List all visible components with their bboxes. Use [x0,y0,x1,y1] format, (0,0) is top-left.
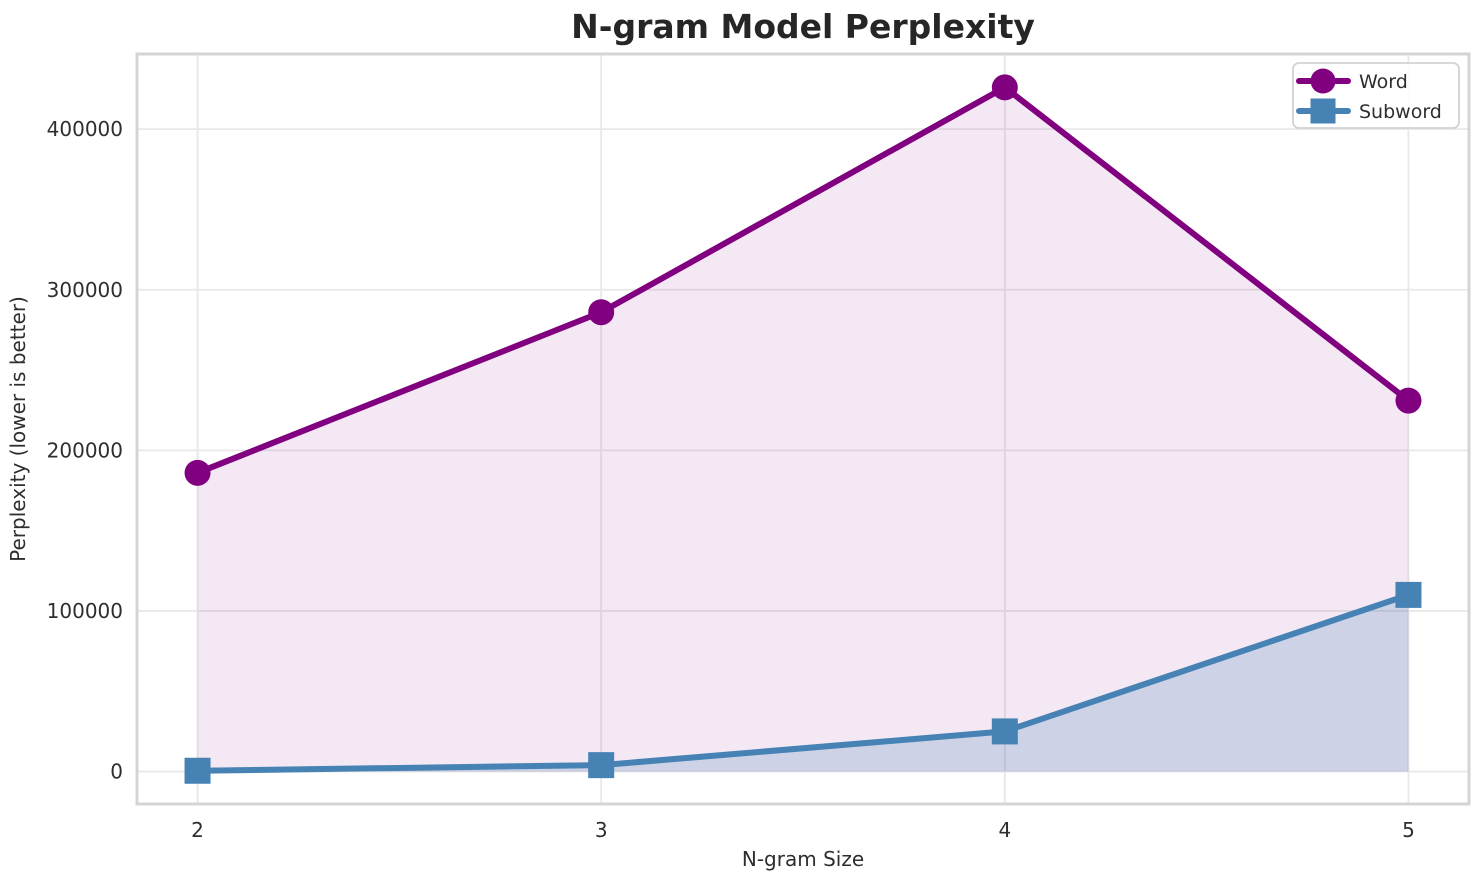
plot-spine [135,52,1471,806]
y-tick-label: 400000 [47,117,123,141]
x-tick-label: 4 [998,818,1011,842]
y-axis-label: Perplexity (lower is better) [6,296,30,562]
x-tick-label: 5 [1402,818,1415,842]
subword-marker [1395,581,1422,608]
x-tick-label: 2 [191,818,204,842]
y-tick-label: 100000 [47,599,123,623]
y-tick-labels: 0 100000 200000 300000 400000 [47,117,123,783]
word-marker [1395,387,1422,414]
subword-marker [184,757,211,784]
word-marker [991,74,1018,101]
gridlines [137,54,1469,804]
y-tick-label: 300000 [47,278,123,302]
y-tick-label: 200000 [47,438,123,462]
x-tick-label: 3 [595,818,608,842]
word-marker [588,299,615,326]
legend-entry-subword: Subword [1296,98,1442,124]
legend-square-marker [1310,98,1336,124]
word-marker [184,459,211,486]
word-area-fill [197,87,1409,772]
subword-area-fill [197,594,1409,772]
x-tick-labels: 2 3 4 5 [191,818,1415,842]
chart-title: N-gram Model Perplexity [571,7,1035,46]
word-line [194,84,1412,476]
subword-marker [588,752,615,779]
subword-marker [991,718,1018,745]
area-fills [197,87,1409,772]
y-tick-label: 0 [110,760,123,784]
legend-circle-marker [1310,68,1336,94]
subword-line [194,591,1412,774]
data-series [184,74,1422,784]
x-axis-label: N-gram Size [742,847,864,871]
legend-entry-word: Word [1296,68,1408,94]
legend-label: Word [1359,71,1408,93]
legend: Word Subword [1292,62,1460,129]
legend-label: Subword [1359,101,1442,123]
